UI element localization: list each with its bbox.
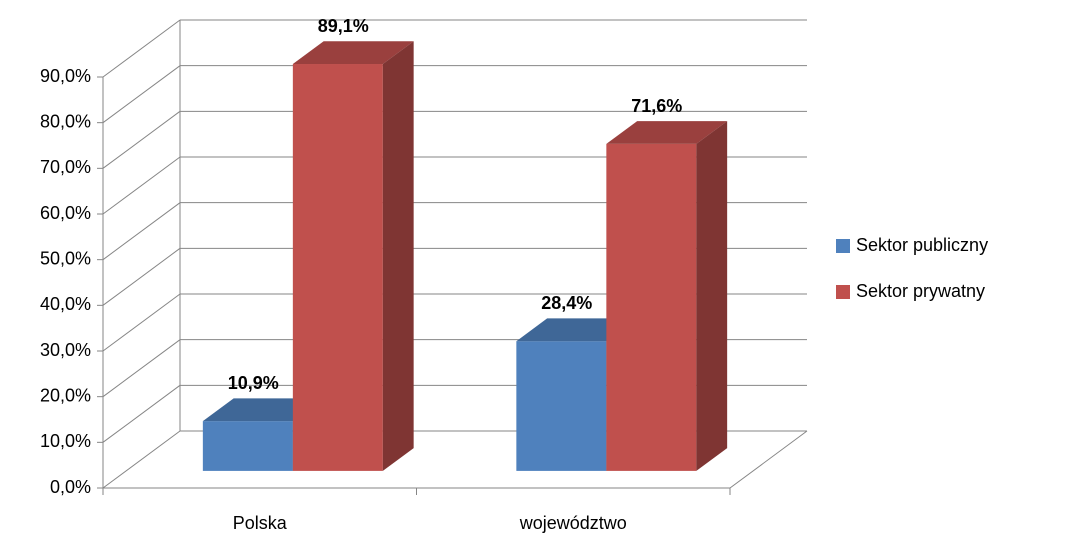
legend-swatch	[836, 285, 850, 299]
bar-front	[606, 143, 697, 471]
data-label: 71,6%	[631, 96, 682, 116]
y-tick-label: 10,0%	[40, 431, 91, 451]
x-tick-label: województwo	[519, 513, 627, 533]
data-label: 89,1%	[318, 16, 369, 36]
y-tick-label: 40,0%	[40, 294, 91, 314]
y-tick-label: 80,0%	[40, 111, 91, 131]
floor-edge	[729, 430, 808, 489]
legend-label: Sektor prywatny	[856, 281, 985, 301]
y-tick-label: 70,0%	[40, 157, 91, 177]
y-tick-label: 90,0%	[40, 66, 91, 86]
grid-line	[102, 65, 181, 124]
grid-line	[102, 247, 181, 306]
bar-front	[202, 421, 293, 471]
legend-swatch	[836, 239, 850, 253]
data-label: 28,4%	[541, 293, 592, 313]
grid-line	[102, 110, 181, 169]
data-label: 10,9%	[228, 373, 279, 393]
bar-top	[606, 121, 728, 144]
y-tick-label: 20,0%	[40, 385, 91, 405]
legend-label: Sektor publiczny	[856, 235, 988, 255]
x-tick-label: Polska	[233, 513, 288, 533]
grid-line	[102, 339, 181, 398]
grid-line	[102, 384, 181, 443]
y-tick-label: 50,0%	[40, 248, 91, 268]
grid-line	[102, 19, 181, 78]
grid-line	[102, 156, 181, 215]
bar-front	[292, 64, 383, 471]
grid-line	[102, 293, 181, 352]
y-tick-label: 0,0%	[50, 477, 91, 497]
grid-line	[102, 202, 181, 261]
bar-top	[292, 41, 414, 65]
y-tick-label: 30,0%	[40, 340, 91, 360]
bar-side	[696, 121, 728, 471]
bar-side	[382, 41, 414, 471]
grid-line	[102, 430, 181, 489]
bar-front	[516, 341, 607, 471]
y-tick-label: 60,0%	[40, 203, 91, 223]
